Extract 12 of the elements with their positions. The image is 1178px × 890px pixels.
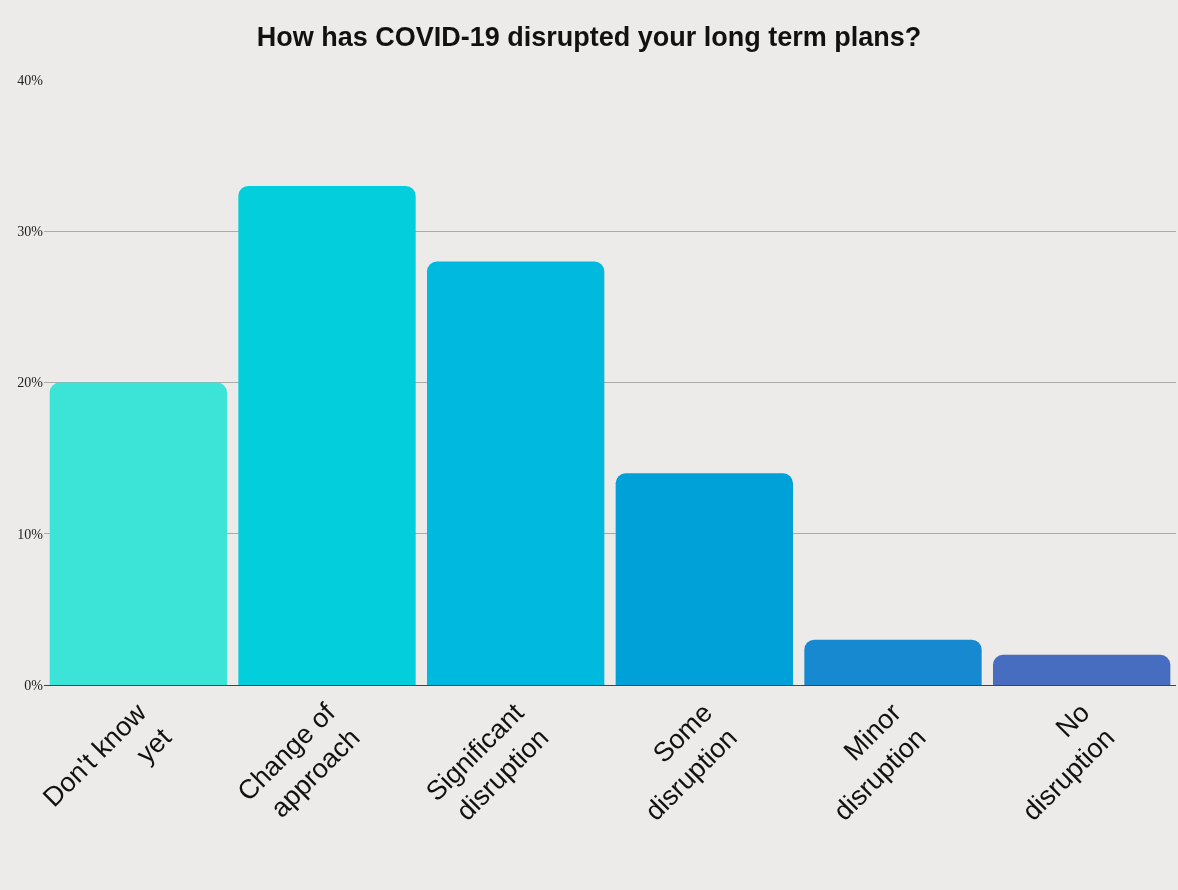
y-tick-label: 10% bbox=[17, 526, 44, 542]
bar bbox=[238, 185, 416, 685]
y-tick-label: 30% bbox=[17, 224, 44, 240]
bar bbox=[992, 654, 1171, 685]
bar bbox=[615, 473, 794, 685]
bar bbox=[49, 382, 228, 685]
bar bbox=[804, 639, 982, 685]
bar bbox=[426, 261, 605, 685]
y-tick-label: 0% bbox=[24, 677, 44, 693]
y-tick-label: 20% bbox=[17, 375, 44, 391]
chart-title: How has COVID-19 disrupted your long term plans? bbox=[256, 21, 922, 52]
y-tick-label: 40% bbox=[17, 72, 44, 88]
